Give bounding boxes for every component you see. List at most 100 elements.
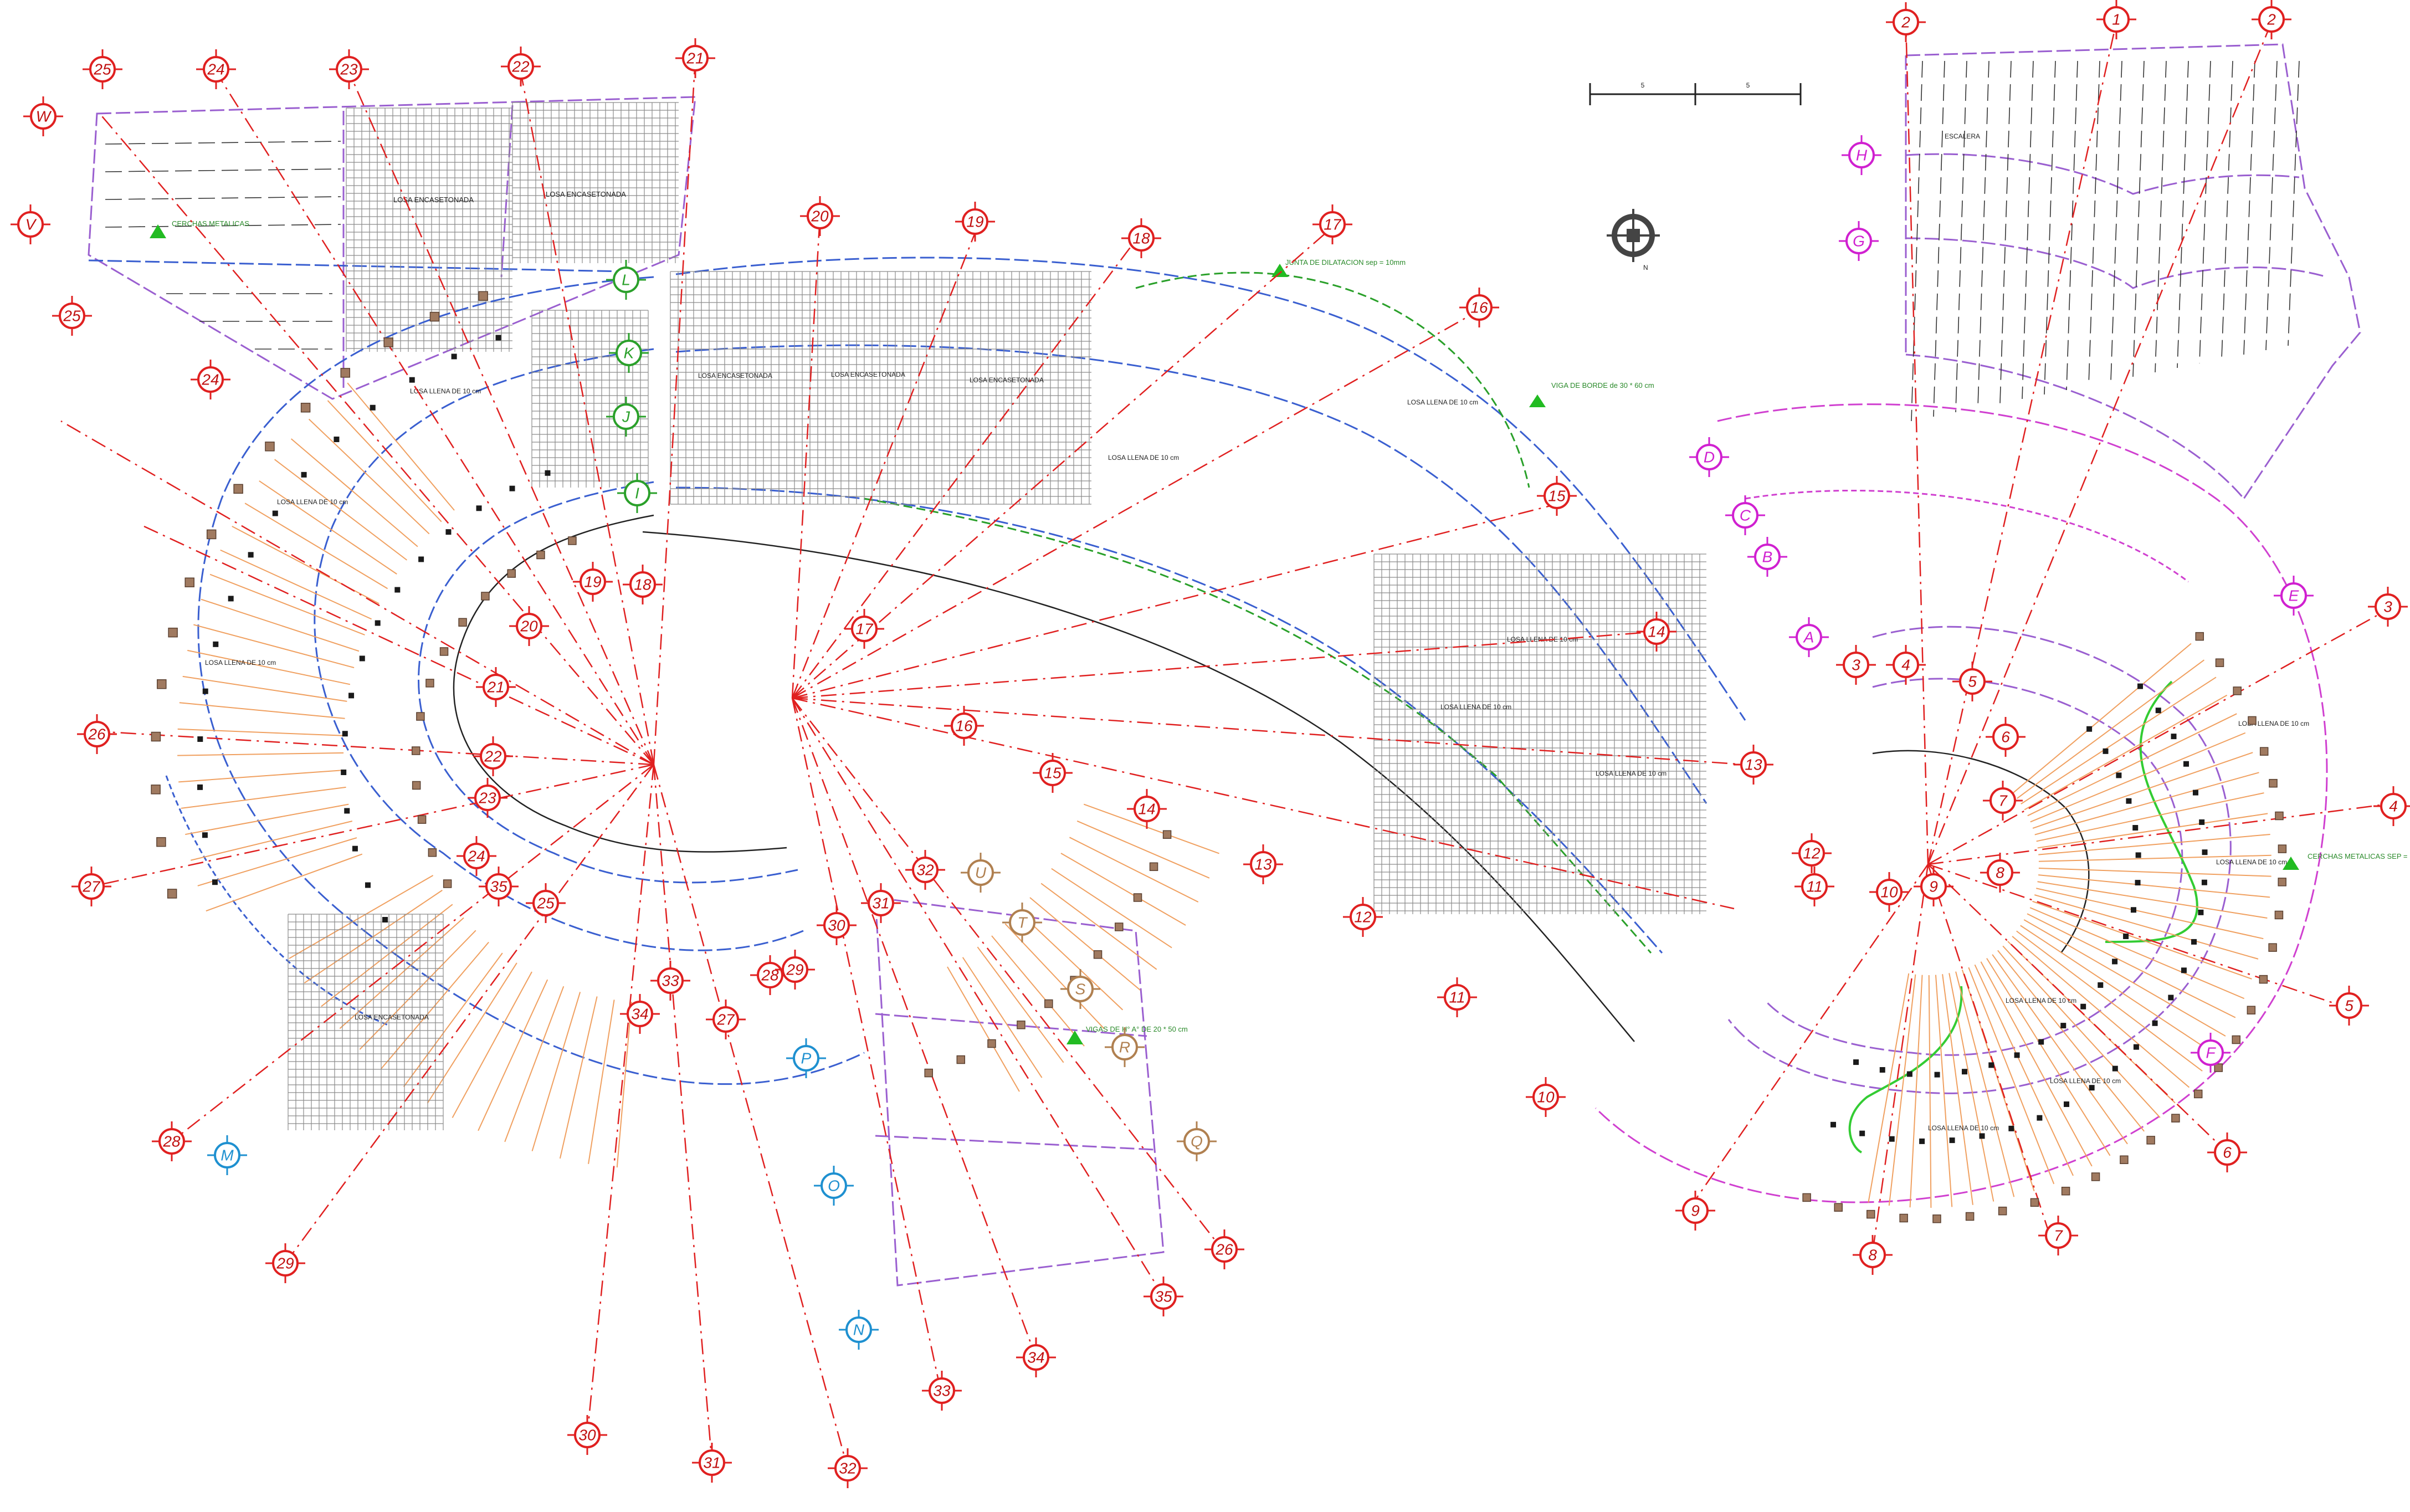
axis-bubble-icon: 32 bbox=[905, 850, 945, 890]
pier-marker-icon bbox=[1162, 830, 1172, 839]
axis-bubble-icon: 18 bbox=[1121, 218, 1161, 258]
axis-bubble-label: 22 bbox=[484, 748, 502, 765]
pier-marker-icon bbox=[383, 337, 393, 347]
axis-bubble-label: K bbox=[624, 345, 635, 362]
column-marker-icon bbox=[2008, 1125, 2014, 1131]
axis-bubble-label: 22 bbox=[511, 58, 530, 75]
column-marker-icon bbox=[375, 620, 381, 626]
column-marker-icon bbox=[2089, 1085, 2095, 1091]
axis-bubble-icon: 17 bbox=[1312, 204, 1352, 244]
column-marker-icon bbox=[2191, 939, 2197, 945]
pier-marker-icon bbox=[2278, 844, 2287, 853]
pier-marker-icon bbox=[536, 550, 545, 560]
pier-marker-icon bbox=[300, 402, 311, 413]
column-marker-icon bbox=[1979, 1133, 1985, 1139]
column-marker-icon bbox=[1830, 1121, 1836, 1127]
pier-marker-icon bbox=[340, 368, 351, 378]
axis-line-17 bbox=[792, 227, 1333, 699]
pier-marker-icon bbox=[2247, 1006, 2256, 1014]
column-marker-icon bbox=[352, 845, 358, 852]
axis-bubble-label: 12 bbox=[1803, 845, 1821, 862]
axis-bubble-label: 13 bbox=[1745, 756, 1762, 773]
pier-marker-icon bbox=[1932, 1214, 1941, 1223]
column-marker-icon bbox=[445, 529, 452, 535]
axis-bubble-icon: 14 bbox=[1127, 789, 1167, 829]
label-losa-band-3: LOSA ENCASETONADA bbox=[970, 376, 1044, 384]
axis-line-6 bbox=[143, 525, 654, 766]
axis-line-27 bbox=[1905, 22, 1929, 865]
column-marker-icon bbox=[2155, 708, 2161, 714]
axis-bubble-label: 1 bbox=[2112, 11, 2121, 28]
pier-marker-icon bbox=[2248, 716, 2257, 725]
pier-marker-icon bbox=[2233, 686, 2242, 695]
axis-bubble-label: Q bbox=[1191, 1133, 1203, 1150]
axis-bubble-label: 28 bbox=[162, 1133, 181, 1150]
axis-bubble-label: 29 bbox=[786, 961, 803, 978]
axis-bubble-label: 11 bbox=[1806, 878, 1822, 895]
pier-marker-icon bbox=[2171, 1114, 2180, 1123]
axis-bubble-icon: 6 bbox=[2207, 1132, 2247, 1172]
column-marker-icon bbox=[2171, 734, 2177, 740]
pier-marker-icon bbox=[443, 879, 452, 888]
column-marker-icon bbox=[2014, 1052, 2020, 1058]
pier-marker-icon bbox=[417, 815, 427, 824]
axis-bubble-icon: 30 bbox=[567, 1415, 607, 1455]
pier-marker-icon bbox=[151, 785, 161, 795]
column-marker-icon bbox=[1988, 1062, 1994, 1068]
axis-bubble-label: G bbox=[1853, 233, 1865, 250]
columns bbox=[197, 335, 2208, 1144]
pier-marker-icon bbox=[1093, 950, 1103, 959]
axis-bubble-icon: 17 bbox=[844, 609, 884, 649]
axis-bubble-label: 10 bbox=[1880, 884, 1898, 901]
axis-bubble-label: T bbox=[1017, 914, 1028, 931]
axis-bubble-label: 25 bbox=[93, 61, 111, 78]
axis-bubble-label: 19 bbox=[966, 213, 983, 230]
column-marker-icon bbox=[342, 731, 348, 737]
column-marker-icon bbox=[2130, 907, 2136, 913]
column-marker-icon bbox=[418, 556, 424, 562]
axis-bubble-label: 5 bbox=[2345, 997, 2353, 1014]
column-marker-icon bbox=[2192, 790, 2198, 796]
column-marker-icon bbox=[359, 655, 365, 662]
column-marker-icon bbox=[212, 879, 218, 885]
axis-line-10 bbox=[284, 764, 655, 1264]
column-marker-icon bbox=[370, 404, 376, 411]
axis-bubble-icon: 15 bbox=[1537, 476, 1577, 516]
axis-line-14 bbox=[791, 216, 821, 699]
pier-marker-icon bbox=[956, 1055, 966, 1064]
axis-bubble-icon: 11 bbox=[1794, 867, 1834, 906]
axis-bubble-icon: M bbox=[207, 1135, 247, 1175]
label-losa-encasetonada-1: LOSA ENCASETONADA bbox=[393, 196, 474, 204]
axis-bubble-icon: 29 bbox=[265, 1243, 305, 1283]
axis-line-23 bbox=[791, 698, 943, 1397]
axis-line-3 bbox=[520, 71, 655, 765]
axis-bubble-label: 24 bbox=[207, 61, 224, 78]
axis-bubble-icon: N bbox=[839, 1310, 879, 1350]
column-marker-icon bbox=[2135, 852, 2141, 858]
label-cerchas-metalicas: CERCHAS METALICAS bbox=[172, 219, 249, 228]
axis-bubble-icon: 31 bbox=[692, 1443, 732, 1483]
axis-line-2 bbox=[348, 71, 655, 765]
axis-bubble-label: F bbox=[2206, 1044, 2216, 1062]
north-label: N bbox=[1643, 264, 1648, 271]
axis-bubble-icon: J bbox=[606, 397, 646, 437]
column-marker-icon bbox=[409, 377, 415, 383]
axis-bubble-icon: 22 bbox=[501, 47, 541, 86]
axis-bubble-label: 3 bbox=[2383, 598, 2392, 616]
axis-bubble-label: 18 bbox=[1132, 230, 1150, 247]
axis-bubble-icon: 13 bbox=[1734, 745, 1773, 785]
axis-bubble-label: 23 bbox=[478, 790, 496, 807]
axis-bubble-label: D bbox=[1704, 449, 1715, 466]
label-losa-band-7: LOSA LLENA DE 10 cm bbox=[1108, 454, 1179, 462]
axis-bubble-label: W bbox=[36, 108, 52, 125]
axis-bubble-label: 25 bbox=[536, 895, 555, 912]
pier-marker-icon bbox=[168, 627, 178, 638]
axis-bubble-label: 16 bbox=[955, 717, 973, 735]
axis-bubble-icon: W bbox=[23, 96, 63, 136]
axis-bubble-label: 27 bbox=[716, 1011, 735, 1028]
pier-marker-icon bbox=[1115, 922, 1124, 931]
axis-bubble-label: C bbox=[1740, 507, 1751, 524]
axis-line-33 bbox=[1927, 864, 2228, 1153]
column-marker-icon bbox=[2098, 982, 2104, 988]
axis-line-15 bbox=[791, 232, 976, 699]
